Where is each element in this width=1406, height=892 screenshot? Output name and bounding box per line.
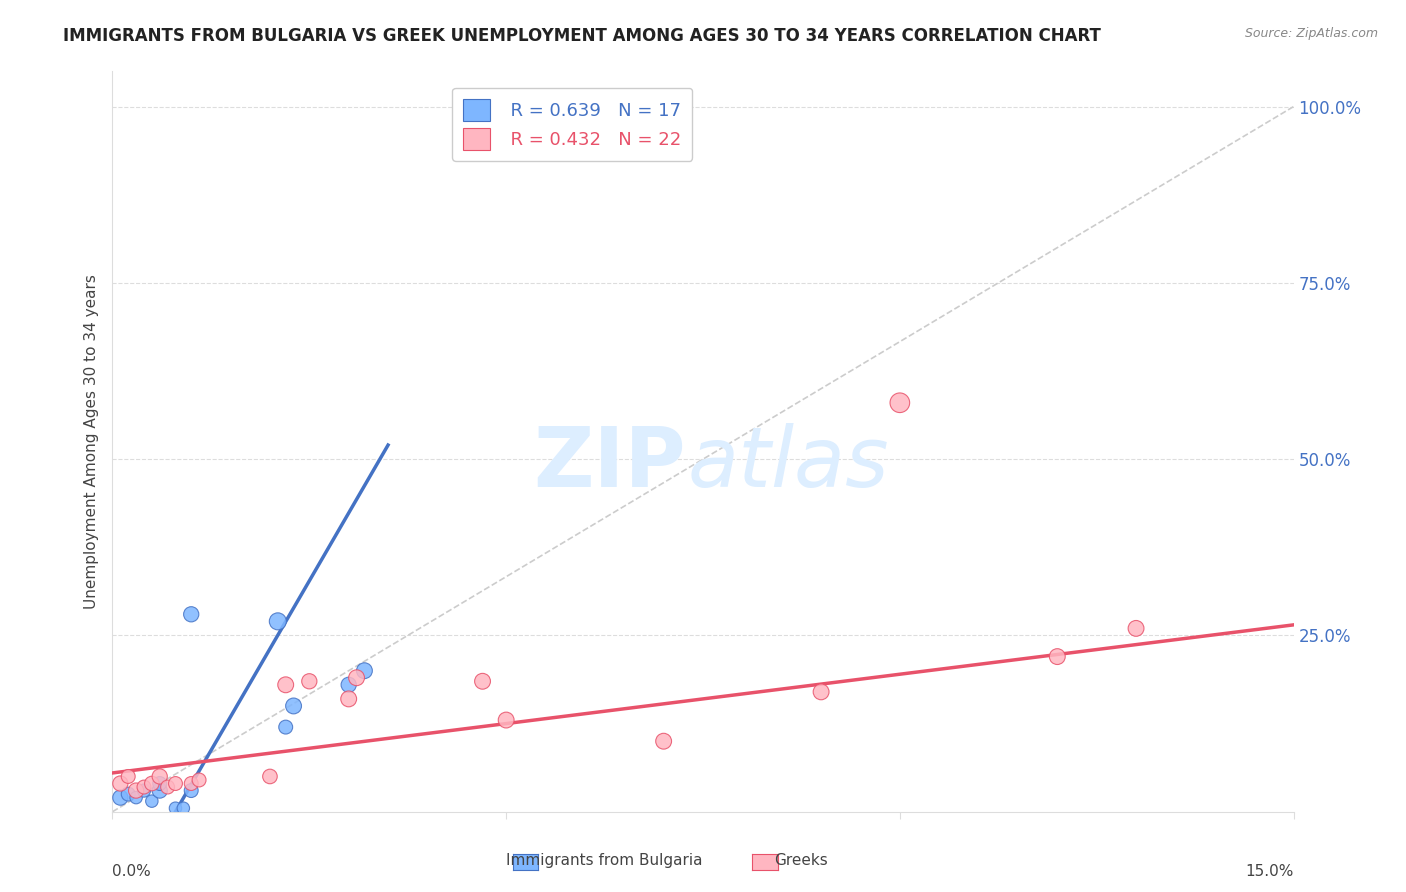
Point [1046,649,1069,664]
Point [180,783,202,797]
Point [180,776,202,790]
Text: Immigrants from Bulgaria: Immigrants from Bulgaria [506,854,703,868]
Point [188,772,211,787]
Y-axis label: Unemployment Among Ages 30 to 34 years: Unemployment Among Ages 30 to 34 years [83,274,98,609]
Point [346,671,368,685]
Point [141,776,163,790]
Point [117,769,139,783]
Point [125,783,148,797]
Point [180,607,202,622]
Point [889,396,911,410]
Point [274,720,297,734]
Legend:   R = 0.639   N = 17,   R = 0.432   N = 22: R = 0.639 N = 17, R = 0.432 N = 22 [453,87,692,161]
Point [810,685,832,699]
Point [172,801,194,815]
Text: ZIP: ZIP [533,423,685,504]
Point [337,692,360,706]
Point [471,674,494,689]
Text: Source: ZipAtlas.com: Source: ZipAtlas.com [1244,27,1378,40]
Point [110,776,132,790]
Text: atlas: atlas [688,423,889,504]
Point [353,664,375,678]
Point [165,776,187,790]
Text: Greeks: Greeks [775,854,828,868]
Text: 15.0%: 15.0% [1246,863,1294,879]
Point [283,698,305,713]
Point [132,780,155,794]
Point [1125,621,1147,635]
Point [267,615,290,629]
Point [149,769,172,783]
Point [141,794,163,808]
Point [259,769,281,783]
Point [274,678,297,692]
Point [132,783,155,797]
Point [156,780,179,794]
Text: 0.0%: 0.0% [112,863,152,879]
Point [165,801,187,815]
Point [149,783,172,797]
Point [298,674,321,689]
Point [479,128,502,142]
Point [149,776,172,790]
Point [125,790,148,805]
Text: IMMIGRANTS FROM BULGARIA VS GREEK UNEMPLOYMENT AMONG AGES 30 TO 34 YEARS CORRELA: IMMIGRANTS FROM BULGARIA VS GREEK UNEMPL… [63,27,1101,45]
Point [337,678,360,692]
Point [110,790,132,805]
Point [495,713,517,727]
Point [652,734,675,748]
Point [117,787,139,801]
